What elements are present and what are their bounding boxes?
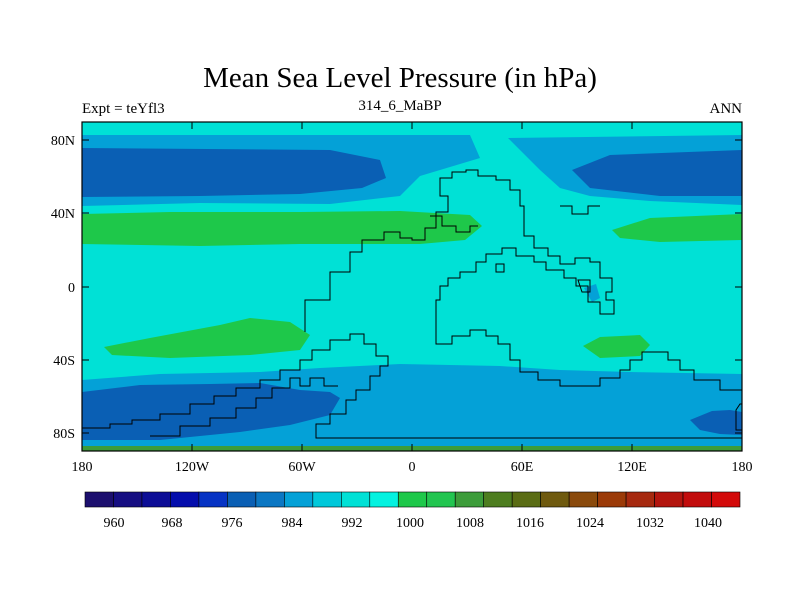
colorbar-swatch xyxy=(540,491,570,508)
longitude-axis: 180 120W 60W 0 60E 120E 180 xyxy=(72,122,753,475)
season-label: ANN xyxy=(709,101,743,117)
lat-tick-label: 80N xyxy=(51,134,75,149)
colorbar-label: 1032 xyxy=(636,516,664,531)
colorbar-label: 1024 xyxy=(576,516,604,531)
colorbar-label: 960 xyxy=(104,516,125,531)
coastlines xyxy=(82,169,742,439)
lon-tick-label: 180 xyxy=(732,460,753,475)
colorbar-swatch xyxy=(625,491,655,508)
south-high-east xyxy=(583,335,650,358)
north-high-east xyxy=(612,214,742,242)
colorbar-label: 1000 xyxy=(396,516,424,531)
south-low-core-west xyxy=(82,383,340,440)
colorbar-label: 1016 xyxy=(516,516,544,531)
map-title: Mean Sea Level Pressure (in hPa) xyxy=(203,62,597,94)
colorbar-swatch xyxy=(454,491,484,508)
lat-tick-label: 40S xyxy=(53,354,75,369)
colorbar-swatch xyxy=(170,491,200,508)
colorbar-label: 968 xyxy=(162,516,183,531)
experiment-label: Expt = teYfl3 xyxy=(82,101,165,117)
north-low-core-west xyxy=(82,148,386,197)
colorbar-swatch xyxy=(369,491,399,508)
coastline-southwest xyxy=(82,333,742,439)
lon-tick-label: 0 xyxy=(409,460,416,475)
colorbar-swatch xyxy=(426,491,456,508)
colorbar-swatch xyxy=(227,491,257,508)
colorbar-swatch xyxy=(682,491,712,508)
period-label: 314_6_MaBP xyxy=(358,98,442,114)
colorbar-swatch xyxy=(141,491,171,508)
colorbar-swatch xyxy=(397,491,428,508)
south-high-west xyxy=(104,318,310,358)
colorbar-swatch xyxy=(284,491,314,508)
colorbar: 960 968 976 984 992 1000 1008 1016 1024 1032 1040 xyxy=(84,491,741,531)
colorbar-swatch xyxy=(568,491,598,508)
lon-tick-label: 120W xyxy=(175,460,210,475)
colorbar-label: 1040 xyxy=(694,516,722,531)
colorbar-swatch xyxy=(483,491,513,508)
colorbar-label: 1008 xyxy=(456,516,484,531)
lat-tick-label: 40N xyxy=(51,207,75,222)
coastline-main xyxy=(304,169,742,391)
colorbar-swatch xyxy=(711,491,741,508)
colorbar-swatch xyxy=(198,491,228,508)
lon-tick-label: 180 xyxy=(72,460,93,475)
colorbar-swatch xyxy=(341,491,371,508)
lon-tick-label: 60E xyxy=(511,460,534,475)
coastline-tethys xyxy=(430,215,505,273)
north-low-core-east xyxy=(572,150,742,196)
lon-tick-label: 60W xyxy=(288,460,316,475)
colorbar-swatch xyxy=(511,491,541,508)
colorbar-label: 984 xyxy=(282,516,303,531)
map-plot xyxy=(82,122,742,451)
colorbar-label: 976 xyxy=(222,516,243,531)
lat-tick-label: 0 xyxy=(68,281,75,296)
colorbar-swatch xyxy=(84,491,114,508)
colorbar-swatch xyxy=(654,491,684,508)
north-high-west xyxy=(82,211,482,246)
colorbar-swatch xyxy=(597,491,627,508)
colorbar-swatch xyxy=(312,491,342,508)
colorbar-swatch xyxy=(255,491,285,508)
lon-tick-label: 120E xyxy=(617,460,647,475)
colorbar-swatch xyxy=(113,491,143,508)
latitude-axis: 80N 40N 0 40S 80S xyxy=(51,134,742,442)
lat-tick-label: 80S xyxy=(53,427,75,442)
coastline-inner xyxy=(150,377,338,437)
colorbar-label: 992 xyxy=(342,516,363,531)
south-low-core-east xyxy=(690,410,742,435)
